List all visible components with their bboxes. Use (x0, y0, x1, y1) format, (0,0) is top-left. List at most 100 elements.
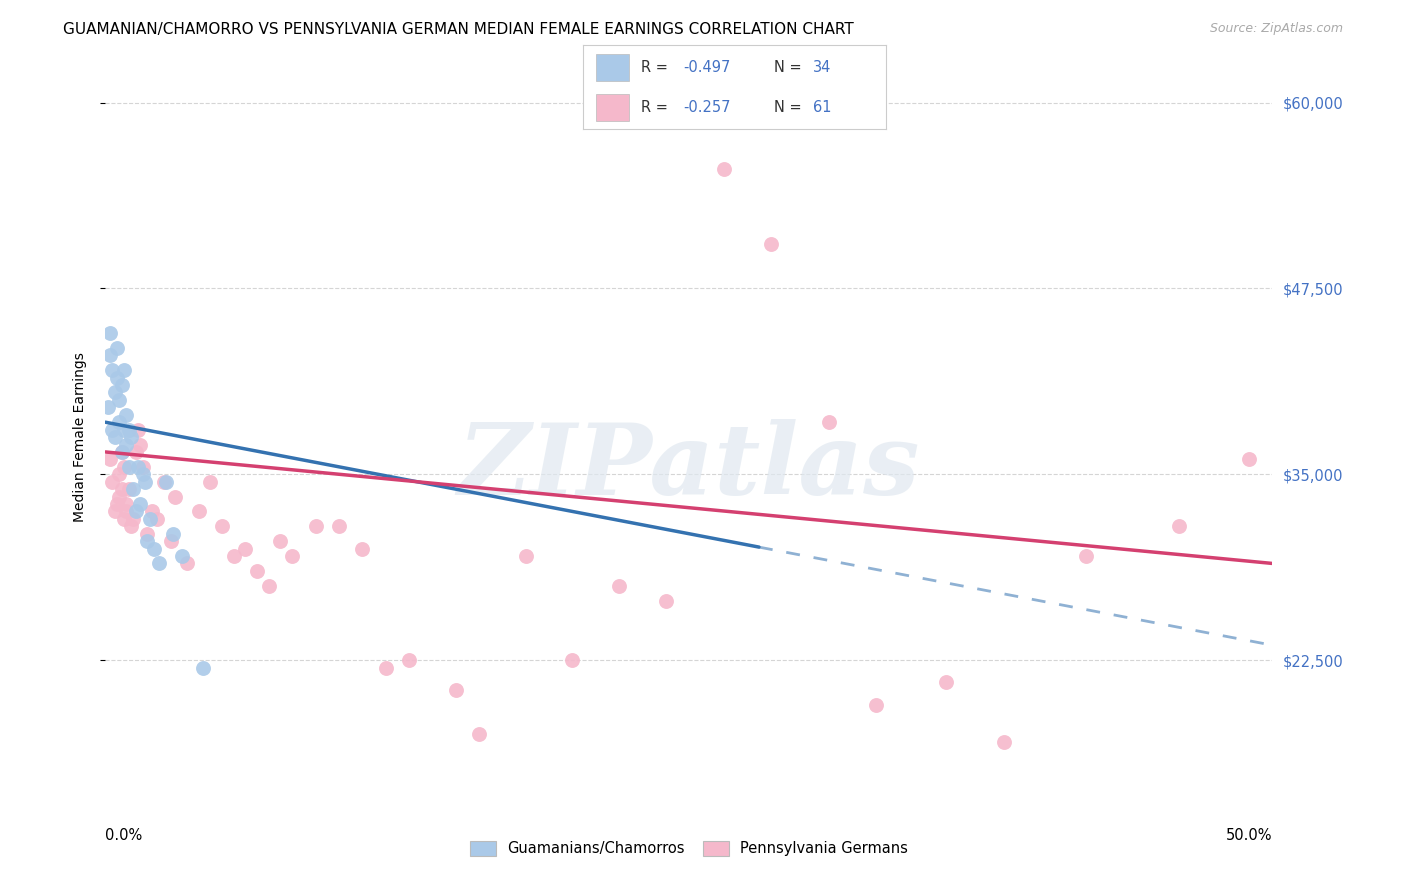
Text: N =: N = (773, 60, 806, 75)
Point (865, 698, 887, 712)
Point (108, 490, 131, 504)
Point (935, 675, 957, 690)
Point (993, 735, 1015, 749)
Text: -0.257: -0.257 (683, 100, 731, 115)
Point (129, 497, 152, 511)
Point (193, 660, 215, 674)
Point (127, 423, 149, 437)
Point (115, 504, 138, 518)
Point (139, 512, 162, 526)
Point (1237, 452, 1260, 467)
Text: R =: R = (641, 60, 672, 75)
Text: 34: 34 (813, 60, 831, 75)
Point (159, 534, 181, 549)
Point (105, 497, 128, 511)
Point (97, 401, 120, 415)
Point (257, 579, 280, 593)
Point (1074, 549, 1097, 563)
Text: 61: 61 (813, 100, 832, 115)
Point (115, 437, 138, 451)
Text: -0.497: -0.497 (683, 60, 731, 75)
Point (122, 512, 145, 526)
Point (101, 423, 124, 437)
Point (112, 512, 135, 526)
Point (120, 430, 142, 444)
Point (127, 459, 149, 474)
Point (515, 549, 537, 563)
Text: Source: ZipAtlas.com: Source: ZipAtlas.com (1209, 22, 1343, 36)
FancyBboxPatch shape (596, 54, 628, 81)
Point (155, 475, 177, 489)
Point (1168, 519, 1191, 533)
Point (713, 162, 735, 177)
Point (176, 557, 198, 571)
Point (112, 363, 135, 377)
Point (222, 549, 245, 563)
Text: 0.0%: 0.0% (105, 828, 142, 843)
Point (607, 579, 630, 593)
Point (162, 526, 184, 541)
Point (165, 490, 187, 504)
Point (111, 482, 134, 496)
Point (108, 392, 131, 407)
Point (104, 504, 127, 518)
Text: N =: N = (773, 100, 806, 115)
Point (235, 541, 257, 556)
Point (148, 557, 170, 571)
Point (759, 236, 782, 251)
Text: 50.0%: 50.0% (1226, 828, 1272, 843)
Point (101, 363, 124, 377)
Point (118, 482, 141, 496)
Point (112, 423, 135, 437)
Point (98, 348, 121, 362)
Point (132, 459, 155, 474)
Point (111, 445, 134, 459)
Point (105, 370, 128, 384)
Text: R =: R = (641, 100, 672, 115)
Point (136, 534, 159, 549)
Point (101, 475, 124, 489)
Point (129, 437, 152, 451)
Point (125, 504, 148, 518)
Point (136, 526, 159, 541)
Point (304, 519, 326, 533)
Point (104, 430, 127, 444)
Point (112, 459, 135, 474)
Point (104, 385, 127, 400)
Point (98, 452, 121, 467)
Point (132, 467, 155, 482)
Legend: Guamanians/Chamorros, Pennsylvania Germans: Guamanians/Chamorros, Pennsylvania Germa… (464, 835, 914, 862)
Point (115, 408, 138, 422)
Point (246, 564, 269, 578)
Point (281, 549, 304, 563)
Point (200, 475, 222, 489)
Point (115, 497, 138, 511)
Point (118, 423, 141, 437)
Point (98, 326, 121, 340)
Point (146, 512, 169, 526)
Point (134, 475, 156, 489)
Point (398, 653, 420, 667)
Point (187, 504, 209, 518)
Point (172, 549, 194, 563)
Point (118, 459, 141, 474)
Point (444, 682, 467, 697)
Point (818, 415, 841, 429)
Point (108, 415, 131, 429)
Point (105, 341, 128, 355)
Point (111, 445, 134, 459)
Y-axis label: Median Female Earnings: Median Female Earnings (73, 352, 87, 522)
Point (141, 504, 163, 518)
Point (153, 475, 174, 489)
Point (328, 519, 350, 533)
Point (352, 541, 374, 556)
Point (122, 482, 145, 496)
Point (108, 467, 131, 482)
Point (654, 593, 676, 607)
Point (468, 727, 491, 741)
Point (125, 445, 148, 459)
FancyBboxPatch shape (596, 94, 628, 120)
Text: GUAMANIAN/CHAMORRO VS PENNSYLVANIA GERMAN MEDIAN FEMALE EARNINGS CORRELATION CHA: GUAMANIAN/CHAMORRO VS PENNSYLVANIA GERMA… (63, 22, 853, 37)
Point (111, 378, 134, 392)
Point (120, 519, 142, 533)
